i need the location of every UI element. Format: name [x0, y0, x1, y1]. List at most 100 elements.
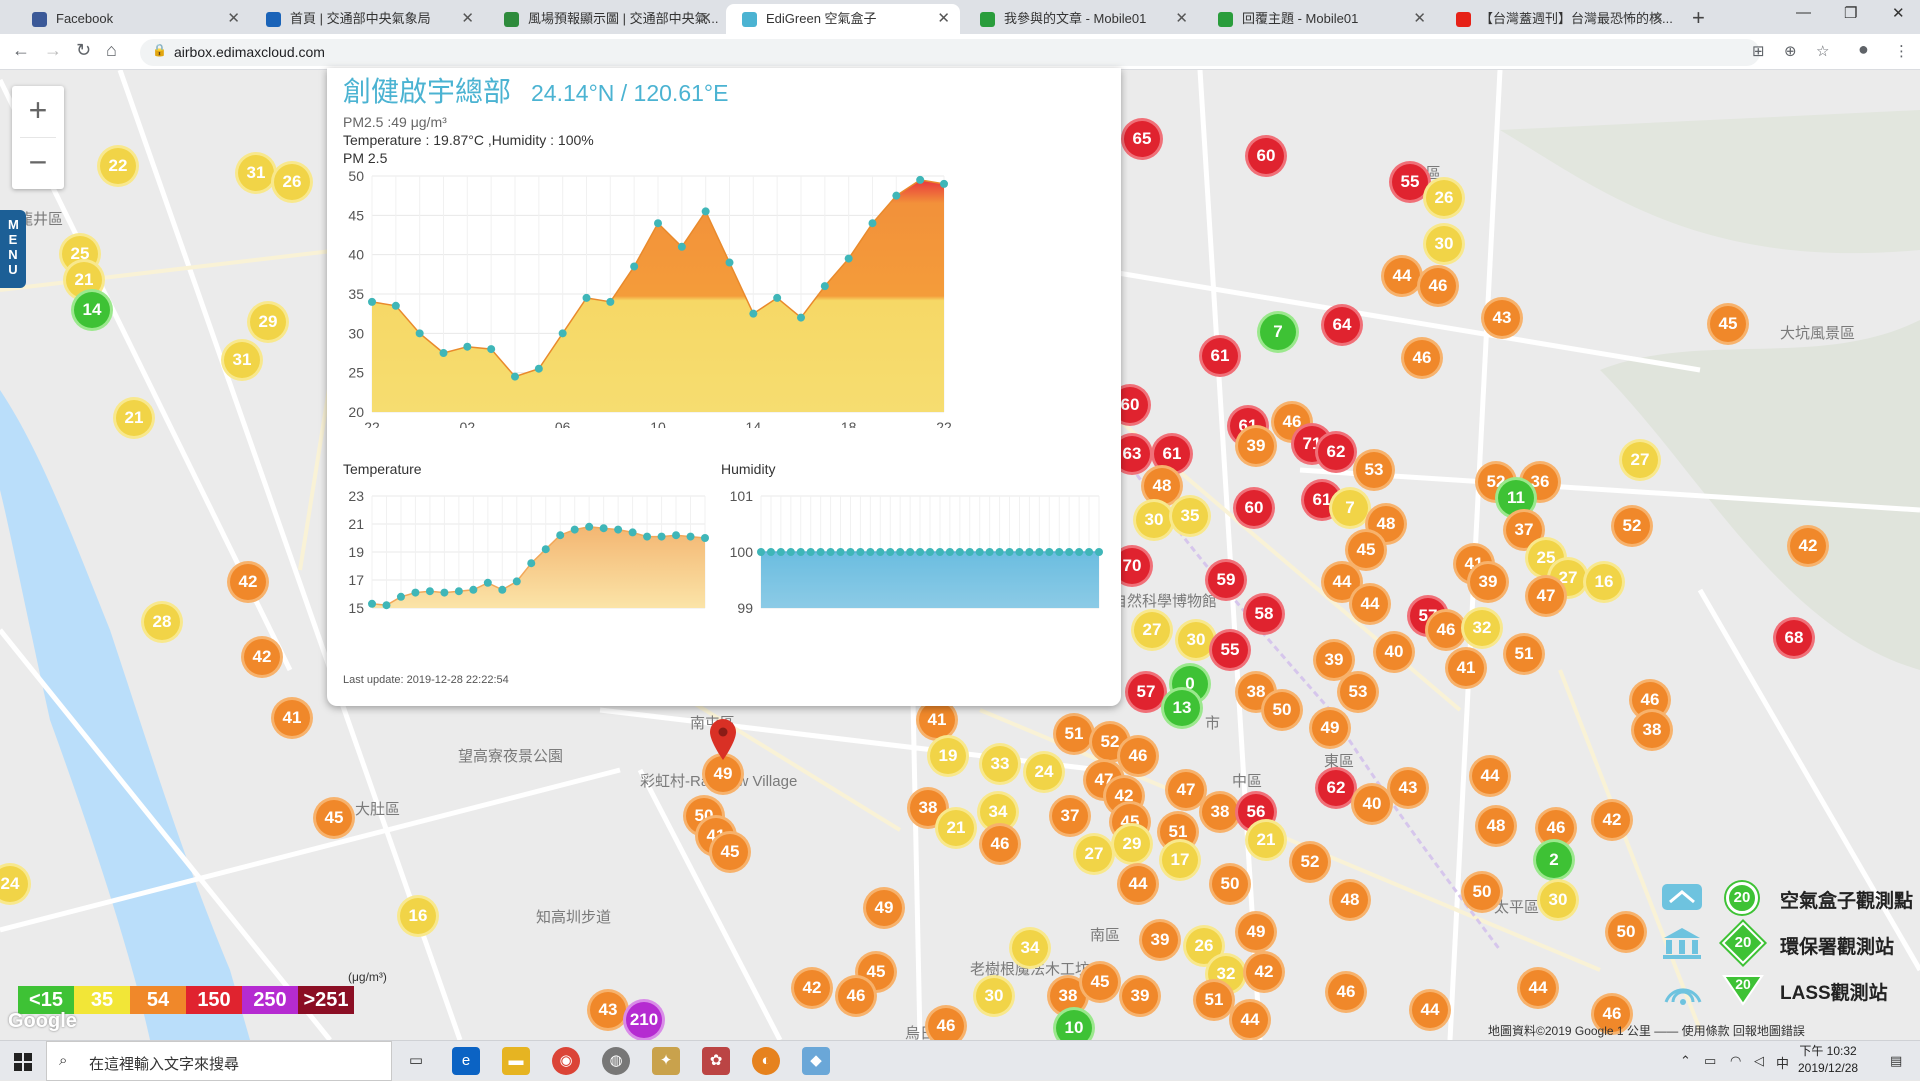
- sensor-marker[interactable]: 46: [1404, 340, 1440, 376]
- tab-close-icon[interactable]: ✕: [461, 10, 474, 27]
- taskbar-search-placeholder[interactable]: 在這裡輸入文字來搜尋: [89, 1056, 240, 1073]
- sensor-marker[interactable]: 61: [1202, 338, 1238, 374]
- sensor-marker[interactable]: 62: [1318, 770, 1354, 806]
- sensor-marker[interactable]: 60: [1248, 138, 1284, 174]
- notification-icon[interactable]: ▤: [1890, 1053, 1903, 1068]
- sensor-marker[interactable]: 51: [1506, 636, 1542, 672]
- sensor-marker[interactable]: 57: [1128, 674, 1164, 710]
- sensor-marker[interactable]: 39: [1238, 428, 1274, 464]
- sensor-marker[interactable]: 46: [1594, 996, 1630, 1032]
- sensor-marker[interactable]: 39: [1142, 922, 1178, 958]
- tab-close-icon[interactable]: ✕: [937, 10, 950, 27]
- sensor-marker[interactable]: 30: [1426, 226, 1462, 262]
- sensor-marker[interactable]: 44: [1352, 586, 1388, 622]
- sensor-marker[interactable]: 40: [1376, 634, 1412, 670]
- sensor-marker[interactable]: 24: [1026, 754, 1062, 790]
- sensor-marker[interactable]: 50: [1264, 692, 1300, 728]
- tab-close-icon[interactable]: ✕: [699, 10, 712, 27]
- sensor-marker[interactable]: 47: [1528, 578, 1564, 614]
- sensor-marker[interactable]: 52: [1292, 844, 1328, 880]
- sensor-marker[interactable]: 41: [919, 702, 955, 738]
- app-icon-1[interactable]: ◍: [602, 1047, 630, 1075]
- station-row-airbox[interactable]: 20 空氣盒子觀測點: [1660, 880, 1920, 916]
- volume-icon[interactable]: ◁: [1754, 1053, 1764, 1068]
- sensor-marker[interactable]: 45: [858, 954, 894, 990]
- sensor-marker[interactable]: 30: [1540, 882, 1576, 918]
- sensor-marker[interactable]: 42: [1594, 802, 1630, 838]
- sensor-marker[interactable]: 19: [930, 738, 966, 774]
- app-icon-3[interactable]: ✿: [702, 1047, 730, 1075]
- sensor-marker[interactable]: 46: [1538, 810, 1574, 846]
- sensor-marker[interactable]: 39: [1122, 978, 1158, 1014]
- sensor-marker[interactable]: 22: [100, 148, 136, 184]
- browser-tab[interactable]: EdiGreen 空氣盒子 ✕: [726, 4, 960, 34]
- reload-icon[interactable]: ↻: [76, 40, 92, 60]
- sensor-marker[interactable]: 14: [74, 292, 110, 328]
- sensor-marker[interactable]: 41: [274, 700, 310, 736]
- sensor-marker[interactable]: 51: [1196, 982, 1232, 1018]
- sensor-marker[interactable]: 35: [1172, 498, 1208, 534]
- sensor-marker[interactable]: 34: [980, 794, 1016, 830]
- sensor-marker[interactable]: 45: [1710, 306, 1746, 342]
- sensor-marker[interactable]: 44: [1120, 866, 1156, 902]
- sensor-marker[interactable]: 30: [976, 978, 1012, 1014]
- tray-chevron-icon[interactable]: ⌃: [1680, 1053, 1691, 1068]
- sensor-marker[interactable]: 46: [1328, 974, 1364, 1010]
- home-icon[interactable]: ⌂: [106, 40, 117, 60]
- task-view-icon[interactable]: ▭: [408, 1052, 424, 1069]
- browser-tab[interactable]: 回覆主題 - Mobile01 ✕: [1202, 4, 1436, 34]
- sensor-marker[interactable]: 42: [1790, 528, 1826, 564]
- sensor-marker[interactable]: 28: [144, 604, 180, 640]
- browser-tab[interactable]: 我參與的文章 - Mobile01 ✕: [964, 4, 1198, 34]
- sensor-marker[interactable]: 37: [1052, 798, 1088, 834]
- sensor-marker[interactable]: 64: [1324, 307, 1360, 343]
- menu-button[interactable]: MENU: [0, 210, 26, 288]
- sensor-marker[interactable]: 27: [1622, 442, 1658, 478]
- bookmark-star-icon[interactable]: ☆: [1816, 43, 1830, 60]
- sensor-marker[interactable]: 42: [244, 639, 280, 675]
- sensor-marker[interactable]: 49: [1238, 914, 1274, 950]
- sensor-marker[interactable]: 42: [1246, 954, 1282, 990]
- sensor-marker[interactable]: 46: [1428, 612, 1464, 648]
- sensor-marker[interactable]: 41: [1448, 650, 1484, 686]
- sensor-marker[interactable]: 29: [250, 304, 286, 340]
- sensor-marker[interactable]: 38: [1202, 794, 1238, 830]
- sensor-marker[interactable]: 55: [1392, 164, 1428, 200]
- sensor-marker[interactable]: 21: [116, 400, 152, 436]
- url-text[interactable]: airbox.edimaxcloud.com: [174, 44, 325, 60]
- sensor-marker[interactable]: 46: [928, 1008, 964, 1040]
- sensor-marker[interactable]: 46: [838, 978, 874, 1014]
- sensor-marker[interactable]: 48: [1332, 882, 1368, 918]
- sensor-marker[interactable]: 59: [1208, 562, 1244, 598]
- sensor-marker[interactable]: 47: [1168, 772, 1204, 808]
- sensor-marker[interactable]: 45: [1082, 964, 1118, 1000]
- sensor-marker[interactable]: 210: [626, 1002, 662, 1038]
- sensor-marker[interactable]: 38: [1634, 712, 1670, 748]
- sensor-marker[interactable]: 7: [1332, 490, 1368, 526]
- tab-close-icon[interactable]: ✕: [227, 10, 240, 27]
- sensor-marker[interactable]: 45: [712, 834, 748, 870]
- sensor-marker[interactable]: 13: [1164, 690, 1200, 726]
- sensor-marker[interactable]: 7: [1260, 314, 1296, 350]
- sensor-marker[interactable]: 42: [230, 564, 266, 600]
- app-icon-2[interactable]: ✦: [652, 1047, 680, 1075]
- sensor-marker[interactable]: 42: [794, 970, 830, 1006]
- sensor-marker[interactable]: 50: [1464, 874, 1500, 910]
- forward-icon[interactable]: →: [44, 40, 62, 60]
- close-window-button[interactable]: ✕: [1892, 5, 1905, 22]
- browser-tab[interactable]: 【台灣蓋週刊】台灣最恐怖的核... ✕: [1440, 4, 1674, 34]
- sensor-marker[interactable]: 44: [1472, 758, 1508, 794]
- sensor-marker[interactable]: 30: [1136, 502, 1172, 538]
- chrome-icon[interactable]: ◉: [552, 1047, 580, 1075]
- battery-icon[interactable]: ▭: [1704, 1053, 1717, 1068]
- sensor-marker[interactable]: 24: [0, 866, 28, 902]
- sensor-marker[interactable]: 27: [1076, 836, 1112, 872]
- profile-icon[interactable]: ●: [1858, 39, 1869, 59]
- sensor-marker[interactable]: 52: [1092, 724, 1128, 760]
- taskbar-search[interactable]: ⌕ 在這裡輸入文字來搜尋: [46, 1041, 392, 1081]
- sensor-marker[interactable]: 55: [1212, 632, 1248, 668]
- sensor-marker[interactable]: 52: [1614, 508, 1650, 544]
- sensor-marker[interactable]: 29: [1114, 826, 1150, 862]
- edge-icon[interactable]: e: [452, 1047, 480, 1075]
- sensor-marker[interactable]: 32: [1464, 610, 1500, 646]
